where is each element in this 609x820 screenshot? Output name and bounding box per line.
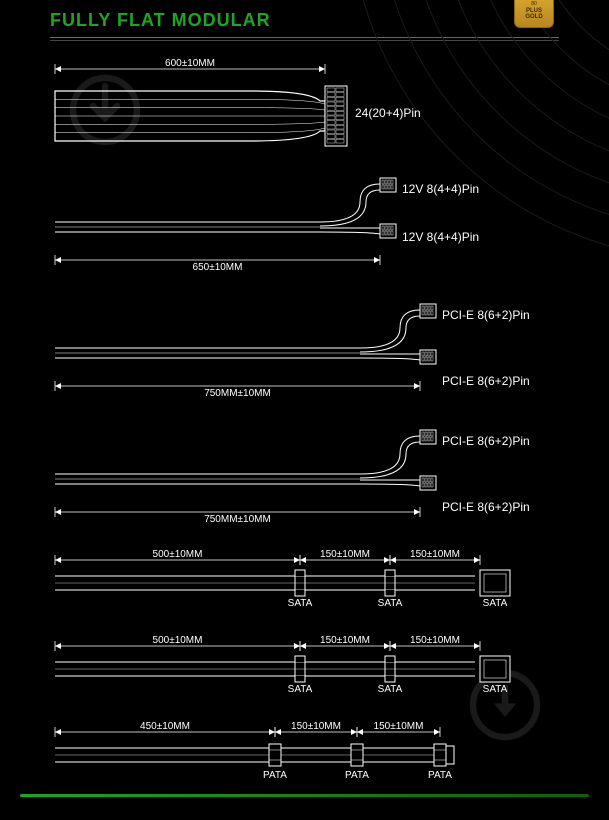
dimension-label: 150±10MM bbox=[320, 635, 370, 646]
connector-type-label: SATA bbox=[483, 684, 508, 695]
dimension-label: 500±10MM bbox=[153, 549, 203, 560]
connector-label: PCI-E 8(6+2)Pin bbox=[442, 374, 530, 388]
connector-type-label: SATA bbox=[378, 684, 403, 695]
connector-label: 12V 8(4+4)Pin bbox=[402, 230, 479, 244]
page-title: FULLY FLAT MODULAR bbox=[50, 10, 559, 37]
connector-type-label: PATA bbox=[428, 770, 452, 781]
cable-sata1: 500±10MM 150±10MM 150±10MM SATA SATA SATA bbox=[50, 552, 559, 620]
connector-type-label: PATA bbox=[263, 770, 287, 781]
dimension-label: 150±10MM bbox=[320, 549, 370, 560]
dimension-label: 750MM±10MM bbox=[204, 514, 271, 525]
connector-label: 12V 8(4+4)Pin bbox=[402, 182, 479, 196]
cable-cpu: 12V 8(4+4)Pin 12V 8(4+4)Pin 650±10MM bbox=[50, 174, 559, 282]
cable-pcie2: PCI-E 8(6+2)Pin PCI-E 8(6+2)Pin 750MM±10MM bbox=[50, 426, 559, 534]
dimension-label: 150±10MM bbox=[291, 721, 341, 732]
connector-type-label: SATA bbox=[288, 598, 313, 609]
connector-type-label: SATA bbox=[378, 598, 403, 609]
dimension-label: 150±10MM bbox=[410, 635, 460, 646]
dimension-label: 750MM±10MM bbox=[204, 388, 271, 399]
connector-label: PCI-E 8(6+2)Pin bbox=[442, 500, 530, 514]
dimension-label: 450±10MM bbox=[140, 721, 190, 732]
cable-atx24: 24(20+4)Pin 600±10MM bbox=[50, 61, 559, 156]
dimension-label: 650±10MM bbox=[193, 262, 243, 273]
dimension-label: 600±10MM bbox=[165, 58, 215, 69]
footer-accent bbox=[20, 794, 589, 797]
connector-type-label: SATA bbox=[483, 598, 508, 609]
connector-label: PCI-E 8(6+2)Pin bbox=[442, 434, 530, 448]
cable-pata: 450±10MM 150±10MM 150±10MM PATA PATA PATA bbox=[50, 724, 559, 792]
connector-type-label: PATA bbox=[345, 770, 369, 781]
dimension-label: 150±10MM bbox=[374, 721, 424, 732]
connector-label: PCI-E 8(6+2)Pin bbox=[442, 308, 530, 322]
connector-label: 24(20+4)Pin bbox=[355, 106, 421, 120]
dimension-label: 500±10MM bbox=[153, 635, 203, 646]
cable-sata2: 500±10MM 150±10MM 150±10MM SATA SATA SATA bbox=[50, 638, 559, 706]
cable-pcie1: PCI-E 8(6+2)Pin PCI-E 8(6+2)Pin 750MM±10MM bbox=[50, 300, 559, 408]
dimension-label: 150±10MM bbox=[410, 549, 460, 560]
connector-type-label: SATA bbox=[288, 684, 313, 695]
certification-badge: 80 PLUS GOLD bbox=[514, 0, 554, 28]
cable-diagrams: 24(20+4)Pin600±10MM12V 8(4+4)Pin12V 8(4+… bbox=[0, 41, 609, 820]
